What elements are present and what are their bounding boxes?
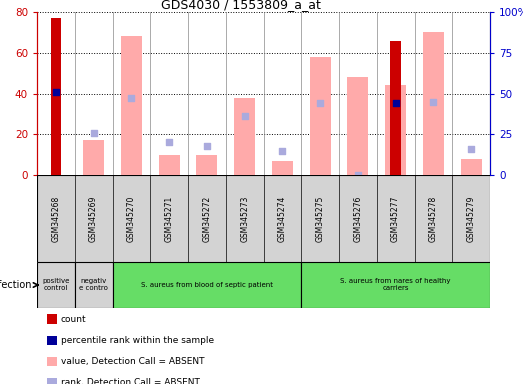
Bar [121,36,142,175]
Point [467,146,475,152]
Text: GSM345270: GSM345270 [127,195,136,242]
Point [354,172,362,178]
Bar [423,32,444,175]
Bar [301,262,490,308]
Title: GDS4030 / 1553809_a_at: GDS4030 / 1553809_a_at [161,0,321,11]
Point [278,147,287,154]
Point [391,172,400,178]
Text: S. aureus from nares of healthy
carriers: S. aureus from nares of healthy carriers [340,278,451,291]
Point [127,95,135,101]
Bar [83,141,104,175]
Text: GSM345271: GSM345271 [165,195,174,242]
Bar [310,57,331,175]
Bar [234,98,255,175]
Point [89,129,98,136]
Bar [51,18,61,175]
Text: positive
control: positive control [42,278,70,291]
Text: GSM345268: GSM345268 [51,195,60,242]
Bar [75,262,112,308]
Text: negativ
e contro: negativ e contro [79,278,108,291]
Text: GSM345276: GSM345276 [354,195,362,242]
Text: GSM345274: GSM345274 [278,195,287,242]
Text: GSM345277: GSM345277 [391,195,400,242]
Text: GSM345279: GSM345279 [467,195,475,242]
Text: GSM345278: GSM345278 [429,195,438,242]
Bar [272,161,293,175]
Point [52,172,60,178]
Text: infection: infection [0,280,32,290]
Text: S. aureus from blood of septic patient: S. aureus from blood of septic patient [141,282,273,288]
Text: count: count [61,314,86,323]
Point [165,139,173,146]
Bar [385,85,406,175]
Bar [390,41,401,175]
Text: percentile rank within the sample: percentile rank within the sample [61,336,214,344]
Text: GSM345269: GSM345269 [89,195,98,242]
Text: value, Detection Call = ABSENT: value, Detection Call = ABSENT [61,357,204,366]
Text: GSM345275: GSM345275 [315,195,325,242]
Point [241,113,249,119]
Bar [37,262,75,308]
Bar [159,155,179,175]
Point [316,100,324,106]
Bar [197,155,217,175]
Text: rank, Detection Call = ABSENT: rank, Detection Call = ABSENT [61,378,199,384]
Point [429,99,438,105]
Point [391,100,400,106]
Bar [347,77,368,175]
Bar [37,175,490,262]
Bar [112,262,301,308]
Point [203,142,211,149]
Bar [461,159,482,175]
Point [52,89,60,95]
Text: GSM345273: GSM345273 [240,195,249,242]
Text: GSM345272: GSM345272 [202,195,211,242]
